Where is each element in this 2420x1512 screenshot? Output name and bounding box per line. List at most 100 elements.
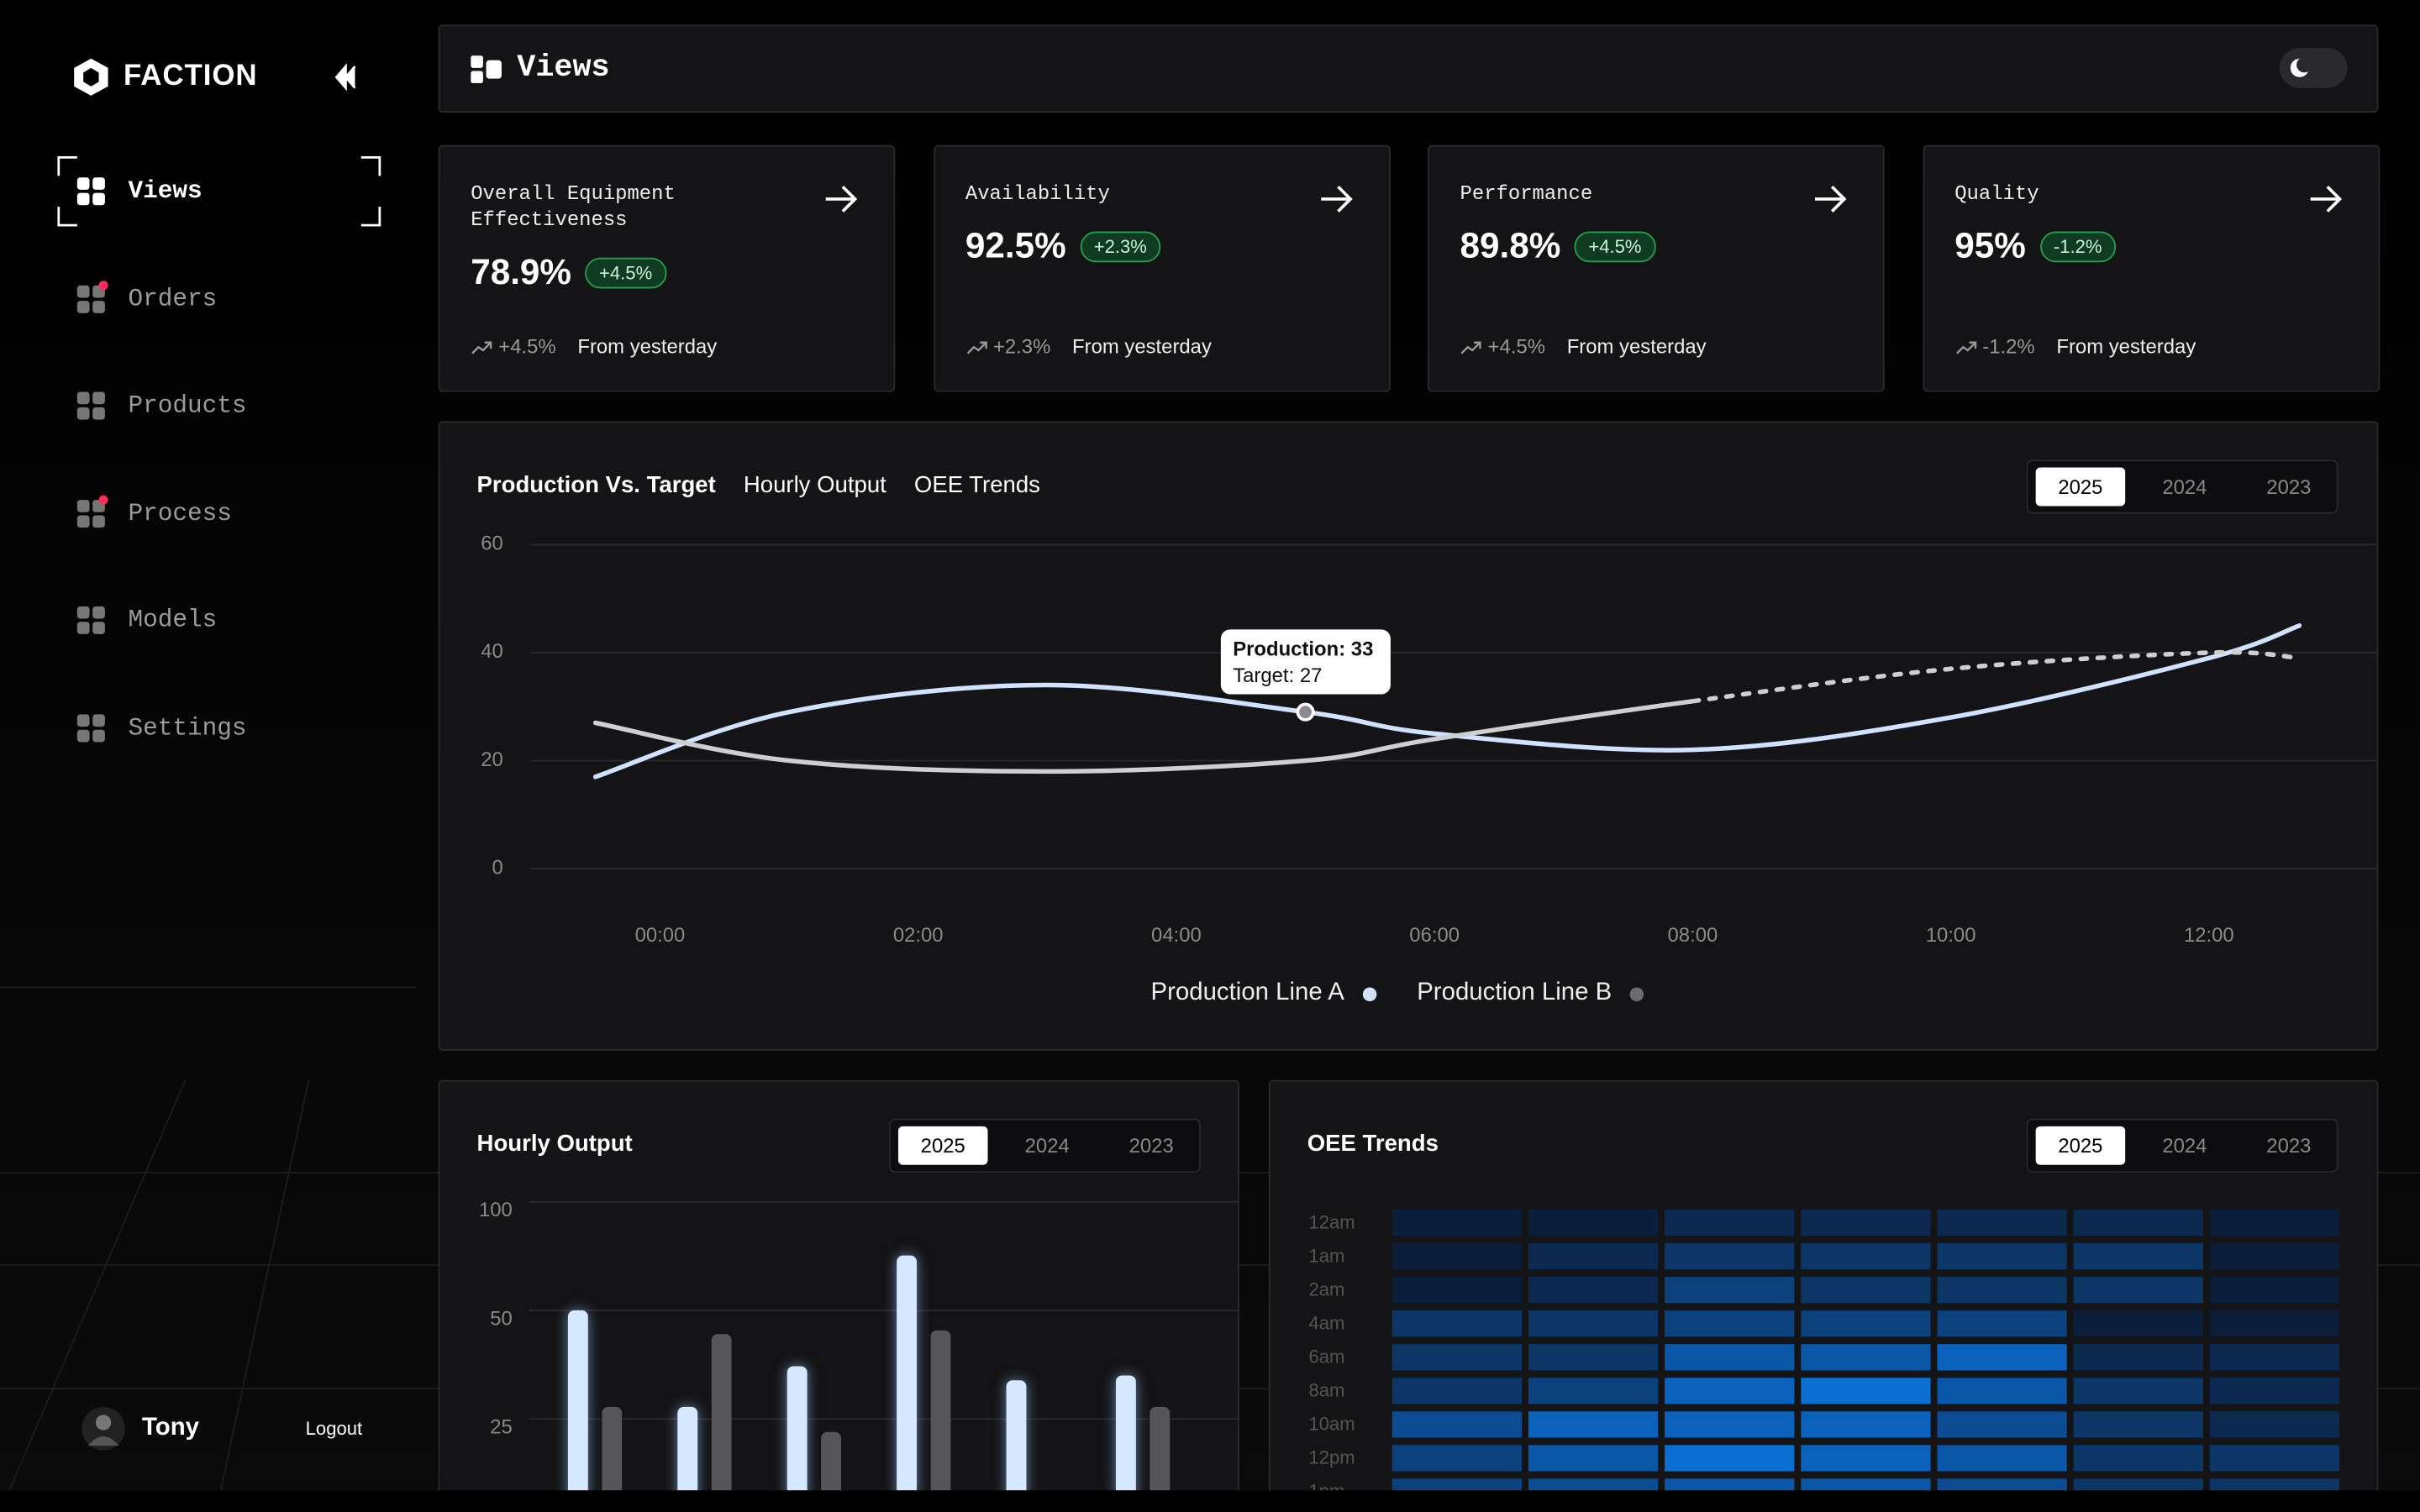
row-label: 12pm [1309,1447,1355,1468]
nav-item[interactable]: Products [128,391,247,420]
heat-cell [2073,1210,2203,1236]
heat-cell [1665,1478,1795,1491]
heat-cell [2073,1344,2203,1371]
kpi-title: Overall Equipment Effectiveness [471,181,676,232]
year-tab[interactable]: 2024 [2162,1134,2207,1158]
heat-cell [2209,1478,2340,1491]
row-label: 6am [1309,1347,1345,1368]
heat-cell [1937,1277,2067,1304]
nav-icon-shape [76,622,90,635]
nav-icon-shape [76,285,90,297]
heat-cell [1937,1411,2067,1438]
y-tick-label: 40 [481,640,503,663]
heat-cell [1528,1378,1659,1404]
x-tick-label: 12:00 [2184,924,2234,947]
year-tab[interactable]: 2025 [2035,467,2126,507]
heat-cell [1528,1243,1659,1270]
kpi-arrow[interactable] [824,185,858,213]
trend-icon [965,340,986,354]
y-tick-label: 50 [490,1307,513,1330]
year-tab[interactable]: 2025 [2035,1126,2126,1165]
nav-item[interactable]: Process [128,499,232,528]
tooltip-title: Production: 33 [1233,636,1374,660]
bar [1115,1375,1136,1491]
heat-cell [1937,1310,2067,1337]
year-tab[interactable]: 2023 [2266,475,2312,499]
nav-icon-shape [76,515,90,528]
bar [1150,1406,1171,1491]
x-tick-label: 02:00 [893,924,944,947]
nav-alert [98,495,108,505]
nav-item[interactable]: Views [128,177,203,206]
heat-cell [2073,1310,2203,1337]
heat-cell [2209,1411,2340,1438]
kpi-value-row: 78.9% +4.5% [471,251,666,293]
header-icon [471,55,502,84]
heat-cell [1665,1210,1795,1236]
heat-cell [1801,1478,1931,1491]
year-tabs: 2025 2024 2023 [888,1118,1201,1173]
bar-plot [529,1200,1239,1491]
chart-tab[interactable]: OEE Trends [913,472,1040,499]
production-panel [438,421,2379,1051]
heat-cell [1937,1478,2067,1491]
heat-cell [2209,1277,2340,1304]
heat-cell [2209,1445,2340,1472]
heat-cell [1665,1445,1795,1472]
kpi-arrow[interactable] [1813,185,1847,213]
nav-icon-shape [76,300,90,313]
kpi-arrow[interactable] [2308,185,2342,213]
nav-icon-shape [76,729,90,743]
trend-icon-path [1955,340,1976,354]
heat-cell [1801,1210,1931,1236]
heat-cell [1528,1277,1659,1304]
nav-icon [76,280,108,313]
kpi-arrow[interactable] [1318,185,1352,213]
year-tab[interactable]: 2024 [1024,1134,1070,1158]
trend-icon [1955,340,1976,354]
avatar[interactable] [81,1405,127,1452]
chart-title: OEE Trends [1307,1131,1439,1158]
year-tab[interactable]: 2024 [2162,475,2207,499]
nav-icon [76,391,105,420]
heat-cell [1937,1210,2067,1236]
year-tab[interactable]: 2025 [897,1126,988,1165]
kpi-arrow-path [2309,185,2342,213]
nav-alert [98,280,108,290]
kpi-trend-value: +4.5% [1487,334,1546,359]
nav-item[interactable]: Models [128,606,218,635]
heat-cell [1392,1445,1523,1472]
bar [567,1310,588,1491]
nav-item[interactable]: Orders [128,285,218,313]
kpi-value: 78.9% [471,251,571,292]
y-tick-label: 100 [479,1199,513,1221]
nav-icon [76,606,105,635]
collapse-button[interactable] [334,63,358,92]
heat-cell [2209,1310,2340,1337]
chart-tabs: Production Vs. Target Hourly Output OEE Tr… [477,472,1040,498]
nav-item[interactable]: Settings [128,714,247,743]
trend-icon-path [1460,340,1481,354]
heat-cell [1392,1478,1523,1491]
heat-cell [1528,1210,1659,1236]
theme-toggle[interactable] [2278,46,2349,89]
heat-cell [1665,1411,1795,1438]
kpi-note: From yesterday [2056,334,2196,359]
year-tab[interactable]: 2023 [1128,1134,1174,1158]
kpi-card: Availability 92.5% +2.3% +2.3% From yesterda… [933,144,1390,392]
heat-cell [1528,1445,1659,1472]
legend-swatch [1362,986,1377,1001]
heat-cell [1528,1478,1659,1491]
chart-tab[interactable]: Hourly Output [743,472,886,499]
heatmap: 12am 1am 2am 4am 6am 8am 10am 12pm 1pm [1309,1210,2340,1491]
nav-icon-shape [76,407,90,420]
kpi-value-row: 95% -1.2% [1954,225,2116,267]
nav-icon-shape [76,192,90,206]
bar [786,1366,808,1491]
year-tab[interactable]: 2023 [2266,1134,2312,1158]
logout[interactable]: Logout [305,1417,363,1440]
heat-cell [1392,1344,1523,1371]
chart-tab[interactable]: Production Vs. Target [476,472,716,499]
kpi-trend-value: +2.3% [992,334,1051,359]
nav-icon-shape [76,714,90,727]
